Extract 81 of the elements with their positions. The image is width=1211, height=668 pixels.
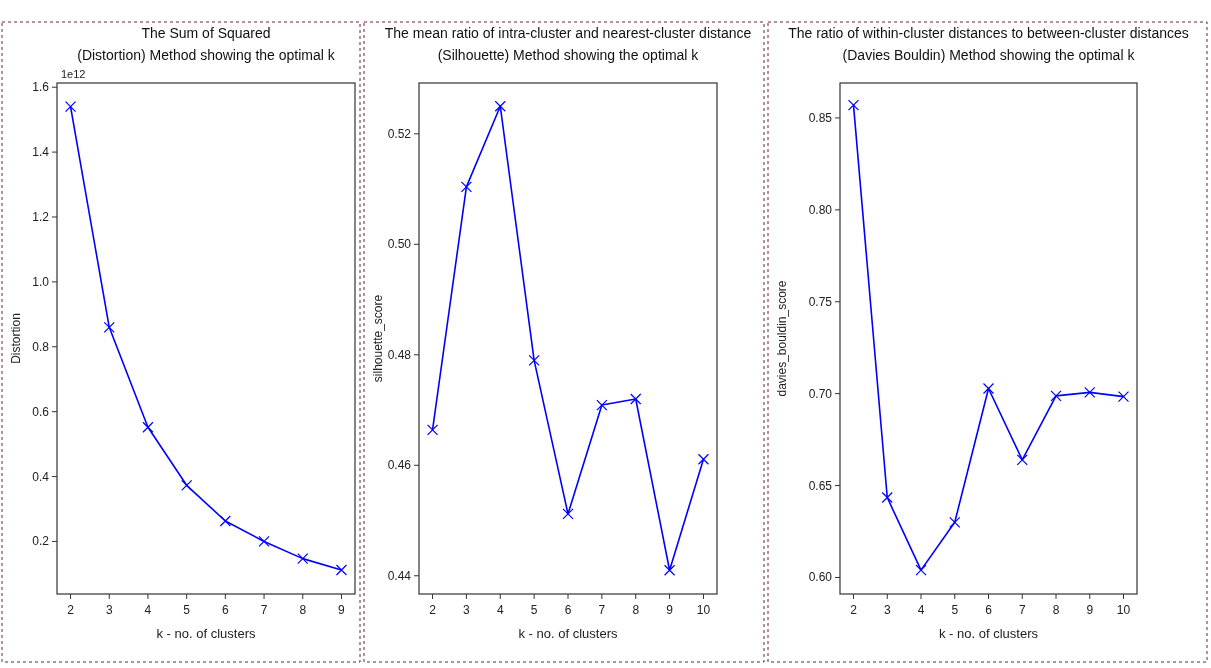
- chart-title: The mean ratio of intra-cluster and nearest-cluster distance (Silhouette) Method showing the optimal k: [384, 25, 752, 63]
- point: [1117, 390, 1130, 403]
- x-tick-label: 5: [530, 603, 538, 617]
- y-axis-title: davies_bouldin_score: [775, 280, 789, 397]
- x-tick-label: 7: [260, 603, 268, 617]
- x-tick-label: 7: [598, 603, 606, 617]
- y-tick-label: 1.2: [32, 210, 50, 224]
- point: [64, 101, 77, 113]
- y-tick-label: 0.60: [808, 570, 833, 585]
- x-tick-label: 10: [1116, 603, 1131, 617]
- point: [297, 553, 309, 565]
- point: [426, 424, 439, 436]
- y-tick-label: 0.8: [32, 339, 50, 354]
- x-tick-label: 9: [338, 603, 346, 617]
- x-axis-title: k - no. of clusters: [939, 626, 1039, 641]
- x-tick-label: 2: [67, 603, 75, 617]
- text: 1e12: [61, 68, 86, 80]
- point: [562, 508, 574, 520]
- x-tick-label: 8: [299, 603, 307, 617]
- y-tick-label: 1.4: [32, 145, 50, 160]
- point: [335, 564, 348, 576]
- point: [460, 181, 473, 193]
- x-axis-title: k - no. of clusters: [518, 626, 618, 641]
- x-tick-label: 8: [632, 603, 640, 617]
- x-tick-label: 5: [951, 603, 959, 617]
- point: [103, 321, 115, 333]
- point: [949, 516, 961, 528]
- y-tick-label: 0.52: [387, 126, 412, 141]
- y-tick-label: 0.65: [808, 478, 833, 493]
- y-tick-label: 0.80: [808, 202, 833, 217]
- y-tick-label: 0.48: [387, 347, 412, 362]
- point: [258, 535, 270, 548]
- y-axis-title: silhouette_score: [371, 294, 385, 383]
- y-tick-label: 0.75: [808, 294, 833, 309]
- x-tick-label: 10: [696, 603, 711, 617]
- y-tick-label: 0.2: [32, 534, 50, 549]
- x-tick-label: 9: [666, 603, 674, 617]
- x-tick-label: 3: [463, 603, 471, 617]
- point: [1084, 386, 1096, 398]
- point: [915, 564, 927, 576]
- y-tick-label: 0.44: [387, 568, 412, 583]
- y-tick-label: 1.0: [32, 274, 50, 289]
- point: [630, 393, 642, 405]
- point: [1016, 454, 1028, 466]
- point: [219, 515, 231, 527]
- x-tick-label: 6: [985, 603, 993, 617]
- y-axis-title: Distortion: [9, 313, 23, 364]
- y-tick-label: 0.85: [808, 110, 833, 125]
- x-axis-title: k - no. of clusters: [156, 626, 256, 641]
- x-tick-label: 3: [883, 603, 891, 617]
- x-tick-label: 6: [564, 603, 572, 617]
- x-tick-label: 2: [850, 603, 858, 617]
- y-tick-label: 0.46: [387, 458, 412, 473]
- point: [982, 382, 995, 395]
- y-tick-label: 0.70: [808, 386, 833, 401]
- point: [494, 100, 506, 112]
- x-tick-label: 4: [496, 603, 504, 617]
- x-tick-label: 9: [1086, 603, 1094, 617]
- chart-title: The ratio of within-cluster distances to between-cluster distances (Davies Bouldin) Method showing the optimal k: [788, 25, 1189, 63]
- x-tick-label: 7: [1018, 603, 1026, 617]
- y-tick-label: 0.6: [32, 404, 50, 419]
- y-tick-label: 0.4: [32, 469, 50, 484]
- point: [142, 421, 154, 433]
- x-tick-label: 6: [222, 603, 230, 617]
- point: [181, 479, 193, 491]
- x-tick-label: 5: [183, 603, 191, 617]
- point: [596, 399, 608, 411]
- y-tick-label: 0.50: [387, 237, 412, 252]
- y-tick-label: 1.6: [32, 80, 50, 95]
- x-tick-label: 2: [429, 603, 437, 617]
- point: [697, 453, 710, 465]
- point: [847, 99, 860, 111]
- x-tick-label: 4: [144, 603, 152, 617]
- x-tick-label: 4: [917, 603, 925, 617]
- point: [663, 564, 676, 576]
- point: [528, 354, 540, 366]
- x-tick-label: 8: [1052, 603, 1060, 617]
- chart-title: The Sum of Squared (Distortion) Method showing the optimal k: [77, 25, 336, 63]
- point: [1050, 390, 1062, 402]
- point: [881, 491, 893, 504]
- x-tick-label: 3: [105, 603, 113, 617]
